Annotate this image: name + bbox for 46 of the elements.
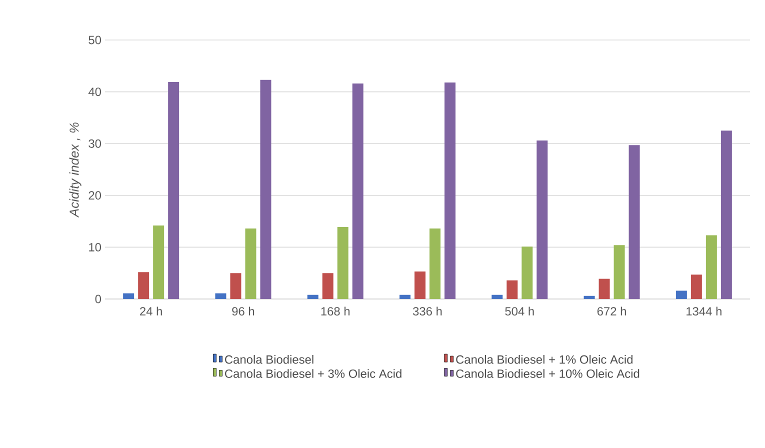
x-tick-label: 672 h (597, 306, 626, 316)
bar (153, 225, 164, 299)
bar (138, 272, 150, 299)
x-tick-label: 1344 h (686, 306, 722, 316)
x-tick-label: 96 h (232, 306, 254, 316)
bar (430, 228, 441, 299)
bar (260, 80, 272, 299)
bar (720, 130, 732, 299)
bar (676, 290, 687, 299)
legend-label: Canola Biodiesel + 10% Oleic Acid (456, 369, 640, 378)
bar (536, 140, 548, 299)
bar (168, 82, 180, 299)
x-tick-label: 336 h (413, 306, 442, 316)
bar (215, 293, 226, 299)
x-tick-label: 168 h (321, 306, 350, 316)
bar (706, 235, 717, 299)
y-tick-label: 30 (88, 139, 102, 148)
bar (492, 294, 503, 299)
y-tick-label: 0 (95, 294, 102, 304)
legend-label: Canola Biodiesel + 3% Oleic Acid (225, 369, 402, 378)
bar (337, 227, 348, 299)
x-tick-label: 504 h (505, 306, 534, 316)
bar (322, 273, 334, 299)
bar (522, 246, 533, 299)
legend-label: Canola Biodiesel (225, 354, 314, 364)
bar (506, 280, 518, 299)
y-tick-label: 10 (89, 242, 102, 252)
bar (690, 274, 702, 299)
bar (598, 278, 610, 299)
bar (230, 273, 242, 299)
x-tick-label: 24 h (140, 306, 162, 316)
bar (352, 84, 364, 299)
bar (614, 245, 625, 299)
bar (628, 145, 640, 299)
y-tick-label: 20 (88, 191, 102, 200)
y-tick-label: 50 (88, 36, 102, 44)
bar (444, 82, 456, 299)
bar (414, 272, 426, 299)
bar (307, 294, 318, 299)
bar (400, 294, 411, 299)
bar (584, 296, 595, 299)
bar (245, 228, 256, 299)
y-axis-title: Acidity index , % (69, 122, 82, 218)
bar (123, 293, 134, 299)
legend-label: Canola Biodiesel + 1% Oleic Acid (456, 354, 632, 364)
y-tick-label: 40 (88, 88, 102, 96)
